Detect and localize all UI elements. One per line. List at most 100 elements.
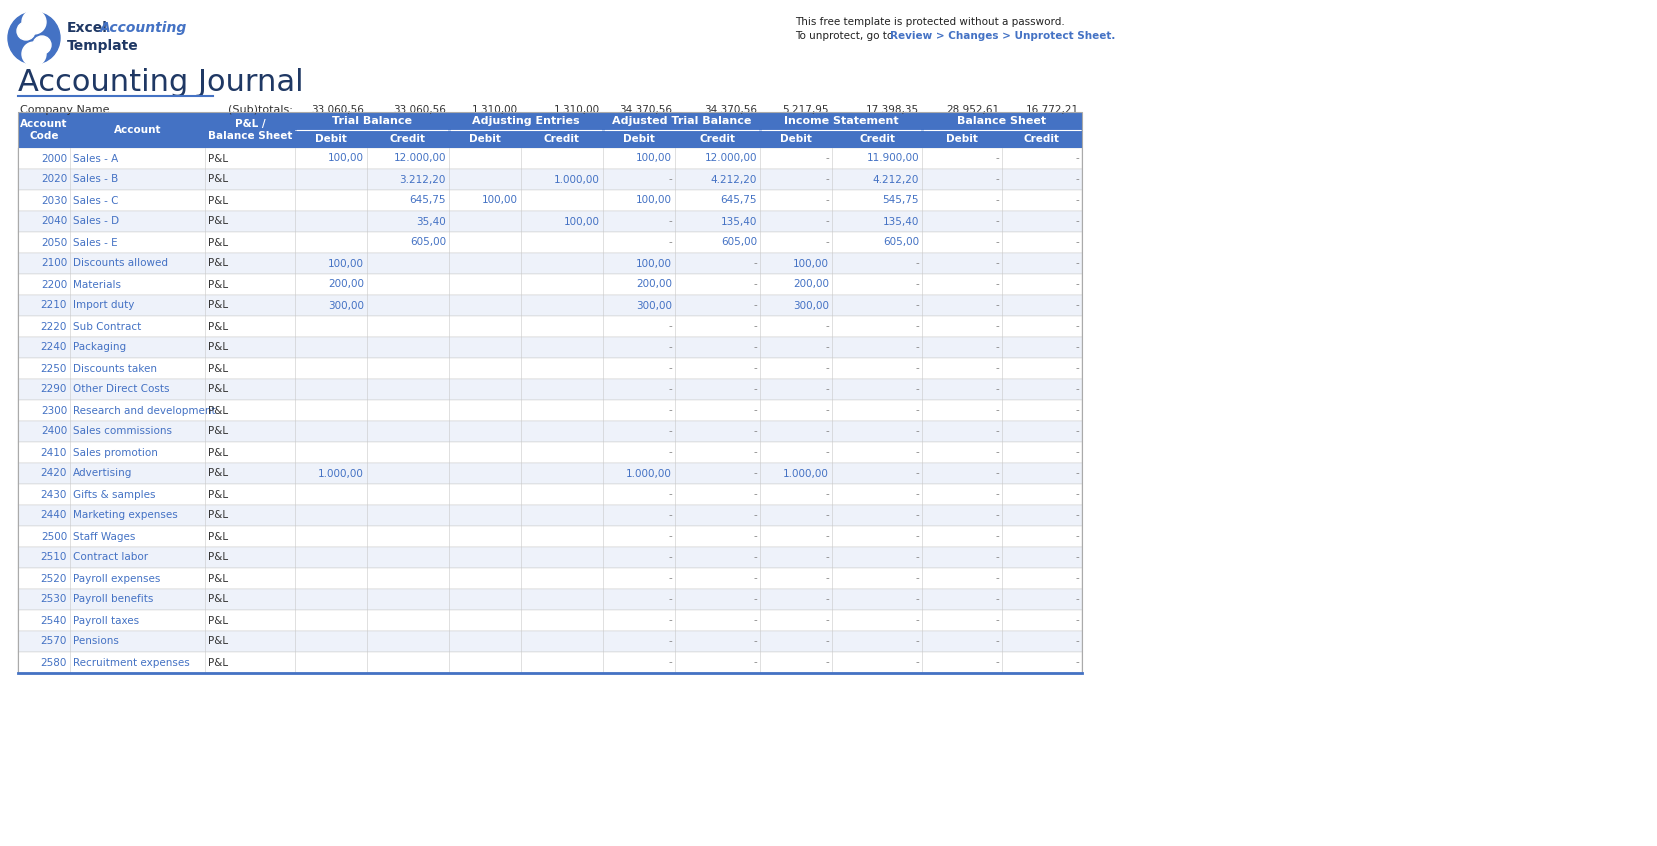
Text: 545,75: 545,75 [883, 195, 920, 206]
Circle shape [33, 36, 51, 54]
Text: Template: Template [66, 39, 139, 53]
Text: P&L: P&L [209, 426, 229, 437]
Text: Credit: Credit [1024, 134, 1060, 144]
Text: -: - [996, 405, 999, 415]
Text: Debit: Debit [946, 134, 978, 144]
Text: -: - [996, 238, 999, 248]
Text: -: - [754, 469, 757, 479]
Text: Accounting Journal: Accounting Journal [18, 68, 303, 97]
Text: -: - [996, 490, 999, 499]
Text: -: - [754, 616, 757, 625]
Text: 5.217,95: 5.217,95 [782, 105, 828, 115]
Text: -: - [996, 552, 999, 563]
Text: Sales commissions: Sales commissions [73, 426, 172, 437]
Text: Recruitment expenses: Recruitment expenses [73, 657, 191, 667]
Text: -: - [825, 364, 828, 373]
Text: -: - [668, 531, 673, 541]
Text: 2220: 2220 [41, 321, 66, 332]
Text: -: - [996, 657, 999, 667]
Text: -: - [915, 616, 920, 625]
Text: 33.060,56: 33.060,56 [312, 105, 365, 115]
Text: -: - [915, 657, 920, 667]
Text: -: - [1075, 636, 1079, 646]
Bar [18, 463, 1082, 484]
Text: 2210: 2210 [41, 300, 66, 310]
Text: P&L: P&L [209, 217, 229, 227]
Text: 2510: 2510 [41, 552, 66, 563]
Text: Sales - A: Sales - A [73, 153, 118, 163]
Text: -: - [996, 195, 999, 206]
Text: -: - [915, 510, 920, 520]
Text: (Sub)totals:: (Sub)totals: [229, 105, 293, 115]
Text: -: - [825, 552, 828, 563]
Text: -: - [825, 574, 828, 584]
Text: -: - [825, 448, 828, 458]
Text: P&L: P&L [209, 343, 229, 353]
Text: -: - [825, 636, 828, 646]
Circle shape [22, 42, 46, 66]
Text: P&L: P&L [209, 300, 229, 310]
Text: 4.212,20: 4.212,20 [873, 174, 920, 184]
Bar [18, 232, 1082, 253]
Bar [18, 112, 1082, 673]
Text: 1.310,00: 1.310,00 [553, 105, 600, 115]
Text: -: - [825, 384, 828, 394]
Text: P&L: P&L [209, 364, 229, 373]
Text: -: - [1075, 153, 1079, 163]
Text: -: - [754, 574, 757, 584]
Text: 16.772,21: 16.772,21 [1026, 105, 1079, 115]
Text: Debit: Debit [315, 134, 346, 144]
Text: Sub Contract: Sub Contract [73, 321, 141, 332]
Bar [18, 652, 1082, 673]
Text: 200,00: 200,00 [794, 279, 828, 289]
Text: -: - [825, 616, 828, 625]
Text: Account
Code: Account Code [20, 119, 68, 140]
Text: -: - [754, 343, 757, 353]
Text: -: - [1075, 343, 1079, 353]
Text: -: - [915, 384, 920, 394]
Bar [18, 148, 1082, 169]
Text: -: - [915, 300, 920, 310]
Bar [18, 190, 1082, 211]
Bar [18, 358, 1082, 379]
Text: 100,00: 100,00 [482, 195, 519, 206]
Text: -: - [668, 426, 673, 437]
Text: Credit: Credit [389, 134, 426, 144]
Text: Trial Balance: Trial Balance [331, 116, 413, 126]
Text: 2040: 2040 [41, 217, 66, 227]
Text: 100,00: 100,00 [328, 153, 365, 163]
Text: 11.900,00: 11.900,00 [867, 153, 920, 163]
Text: P&L: P&L [209, 195, 229, 206]
Text: P&L: P&L [209, 552, 229, 563]
Bar [18, 568, 1082, 589]
Text: -: - [754, 657, 757, 667]
Text: -: - [1075, 238, 1079, 248]
Text: -: - [996, 595, 999, 605]
Text: -: - [668, 552, 673, 563]
Text: Account: Account [114, 125, 161, 135]
Text: -: - [825, 657, 828, 667]
Text: -: - [1075, 552, 1079, 563]
Text: Pensions: Pensions [73, 636, 119, 646]
Text: 2570: 2570 [41, 636, 66, 646]
Text: P&L: P&L [209, 384, 229, 394]
Text: 135,40: 135,40 [721, 217, 757, 227]
Text: P&L: P&L [209, 405, 229, 415]
Text: -: - [996, 531, 999, 541]
Text: 12.000,00: 12.000,00 [393, 153, 446, 163]
Text: -: - [825, 217, 828, 227]
Bar [18, 589, 1082, 610]
Text: 2050: 2050 [41, 238, 66, 248]
Text: 645,75: 645,75 [409, 195, 446, 206]
Text: -: - [915, 259, 920, 268]
Bar [18, 631, 1082, 652]
Text: -: - [915, 636, 920, 646]
Text: 300,00: 300,00 [636, 300, 673, 310]
Text: -: - [668, 238, 673, 248]
Text: -: - [1075, 574, 1079, 584]
Text: 300,00: 300,00 [328, 300, 365, 310]
Text: -: - [825, 195, 828, 206]
Text: Debit: Debit [469, 134, 500, 144]
Text: 2410: 2410 [41, 448, 66, 458]
Text: -: - [754, 552, 757, 563]
